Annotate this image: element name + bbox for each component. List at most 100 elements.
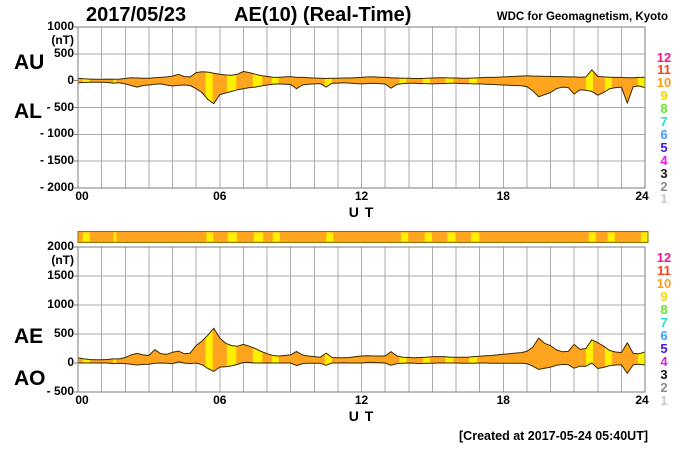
plot-frame [77, 246, 646, 393]
plot-title: AE(10) (Real-Time) [234, 4, 412, 26]
y-tick-label-500: 500 [53, 45, 74, 60]
nine-station-stripe [468, 328, 478, 374]
curve-au [77, 69, 645, 80]
station-count-2: 2 [660, 178, 668, 194]
station-count-5: 5 [660, 139, 668, 155]
nine-station-stripe [252, 328, 263, 374]
station-count-8: 8 [660, 301, 668, 317]
plot-date: 2017/05/23 [86, 4, 187, 26]
nine-station-stripe [445, 328, 454, 374]
availability-bar-9-segment [113, 232, 117, 242]
y-tick-label-0: 0 [67, 72, 74, 87]
station-count-10: 10 [656, 75, 672, 91]
station-count-11: 11 [657, 62, 671, 78]
y-tick-label--500: - 500 [46, 99, 74, 114]
y-tick-label-1000: 1000 [47, 297, 74, 311]
x-tick-label-18: 18 [496, 189, 510, 203]
index-label-ae: AE [14, 325, 44, 348]
y-tick-label-0: 0 [67, 355, 74, 369]
y-tick-label-2000: 2000 [47, 239, 74, 253]
availability-bar-9-segment [607, 232, 615, 242]
station-count-4: 4 [660, 353, 668, 369]
x-tick-label-18: 18 [496, 393, 510, 407]
station-count-12: 12 [656, 49, 672, 65]
nine-station-stripe [205, 69, 213, 104]
index-band-fill [78, 328, 645, 374]
y-tick-label--2000: - 2000 [39, 180, 74, 194]
nine-station-stripe [324, 328, 332, 374]
y-tick-label--1000: - 1000 [39, 126, 74, 141]
station-count-1: 1 [660, 392, 668, 408]
y-axis-unit: (nT) [51, 33, 74, 47]
x-tick-label-00: 00 [75, 393, 89, 407]
nine-station-stripe [585, 69, 594, 104]
availability-bar-9-segment [82, 232, 90, 242]
x-tick-label-12: 12 [354, 393, 369, 407]
station-count-3: 3 [660, 366, 668, 382]
y-tick-label--500: - 500 [46, 384, 74, 398]
availability-bar-border [77, 231, 649, 243]
index-label-au: AU [14, 51, 45, 74]
station-count-8: 8 [660, 101, 668, 117]
x-tick-label-12: 12 [354, 189, 369, 203]
created-timestamp: [Created at 2017-05-24 05:40UT] [459, 429, 648, 443]
station-count-1: 1 [660, 191, 668, 207]
availability-bar-9-segment [253, 232, 264, 242]
station-count-10: 10 [656, 275, 672, 291]
station-count-2: 2 [660, 379, 668, 395]
x-tick-label-24: 24 [635, 393, 649, 407]
station-count-5: 5 [660, 340, 668, 356]
y-tick-label-1000: 1000 [47, 19, 74, 33]
nine-station-stripe [637, 328, 645, 374]
x-tick-label-24: 24 [635, 189, 649, 203]
curve-ae [77, 327, 646, 361]
nine-station-stripe [585, 328, 594, 374]
nine-station-stripe [226, 328, 237, 374]
y-tick-label-1500: 1500 [47, 268, 74, 282]
availability-bar-9-segment [272, 232, 280, 242]
x-tick-label-06: 06 [213, 393, 227, 407]
availability-bar-9-segment [640, 232, 648, 242]
x-axis-label-bottom: U T [348, 408, 375, 424]
station-count-4: 4 [660, 152, 668, 168]
station-count-12: 12 [656, 249, 672, 265]
x-tick-label-00: 00 [75, 189, 89, 203]
credit-text: WDC for Geomagnetism, Kyoto [496, 11, 668, 23]
availability-bar-9-segment [588, 232, 596, 242]
station-count-9: 9 [660, 288, 668, 304]
nine-station-stripe [271, 328, 279, 374]
station-count-6: 6 [660, 327, 668, 343]
index-label-ao: AO [14, 367, 46, 390]
x-axis-label-top: U T [348, 204, 375, 220]
nine-station-stripe [205, 328, 213, 374]
nine-station-stripe [604, 328, 612, 374]
station-count-9: 9 [660, 88, 668, 104]
availability-bar-9-segment [227, 232, 238, 242]
station-count-11: 11 [657, 262, 671, 278]
x-tick-label-06: 06 [213, 189, 227, 203]
availability-bar-9-segment [447, 232, 456, 242]
nine-station-stripe [604, 69, 612, 104]
index-band-fill [78, 69, 645, 104]
station-count-7: 7 [660, 114, 668, 129]
availability-bar [78, 231, 648, 243]
availability-bar-9-segment [401, 232, 409, 242]
station-count-3: 3 [660, 165, 668, 181]
station-count-6: 6 [660, 126, 668, 142]
curve-al [77, 81, 646, 105]
nine-station-stripe [113, 328, 117, 374]
nine-station-stripe [422, 328, 431, 374]
nine-station-stripe [226, 69, 237, 104]
availability-bar-9-segment [471, 232, 480, 242]
y-tick-label--1500: - 1500 [39, 153, 74, 168]
availability-bar-9-segment [424, 232, 432, 242]
station-count-7: 7 [660, 314, 668, 330]
availability-bar-9-segment [206, 232, 214, 242]
availability-bar-9-segment [326, 232, 334, 242]
y-tick-label-500: 500 [53, 326, 74, 340]
nine-station-stripe [82, 328, 90, 374]
curve-ao [78, 361, 646, 374]
y-axis-unit: (nT) [51, 253, 74, 267]
